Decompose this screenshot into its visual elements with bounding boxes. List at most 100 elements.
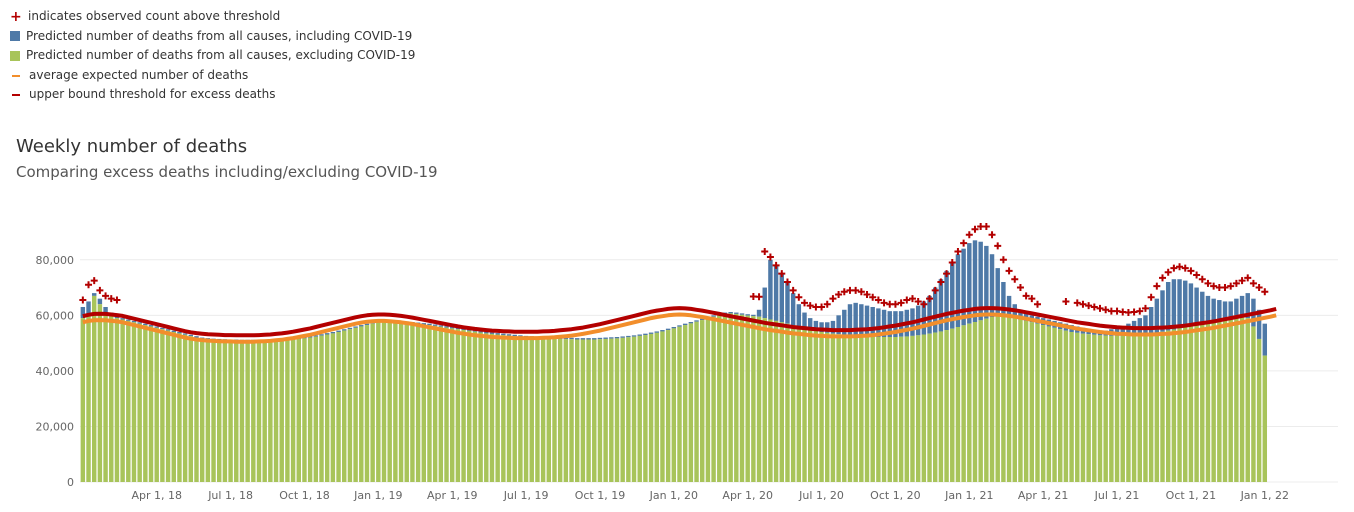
bar-including-covid [887,311,892,337]
observed-point [755,293,763,301]
bar-including-covid [1177,279,1182,329]
legend-label: Predicted number of deaths from all caus… [26,28,413,43]
bar-including-covid [1143,315,1148,335]
bar-excluding-covid [319,335,324,482]
observed-point [1181,264,1189,272]
bar-including-covid [682,323,688,326]
bar-excluding-covid [932,332,938,482]
bar-excluding-covid [342,330,347,482]
observed-point [971,225,979,233]
bar-including-covid [1188,283,1194,327]
legend-item: Predicted number of deaths from all caus… [10,46,415,66]
observed-point [1141,304,1149,312]
observed-point [926,295,934,303]
bar-excluding-covid [205,339,211,482]
observed-point [1198,275,1206,283]
bar-excluding-covid [614,338,620,482]
bar-including-covid [126,319,131,321]
bar-excluding-covid [239,341,245,482]
bar-excluding-covid [665,330,671,482]
observed-point [948,259,956,267]
bar-excluding-covid [910,335,915,482]
bar-excluding-covid [1018,319,1023,482]
bar-including-covid [512,334,517,337]
bar-excluding-covid [739,314,745,482]
bar-including-covid [671,327,677,329]
bar-including-covid [86,301,91,314]
observed-point [1261,288,1269,296]
bar-excluding-covid [1154,332,1160,482]
bar-including-covid [768,259,773,320]
bar-excluding-covid [438,326,444,482]
bar-excluding-covid [671,328,677,482]
bar-excluding-covid [1063,330,1069,482]
bar-including-covid [1160,290,1165,332]
bar-including-covid [103,307,108,313]
bar-excluding-covid [592,339,597,482]
bar-excluding-covid [853,335,858,482]
bar-including-covid [631,335,637,337]
bar-excluding-covid [324,334,330,482]
legend: + indicates observed count above threshol… [10,7,415,105]
color-swatch-icon [10,50,20,61]
observed-point [1016,284,1024,292]
bar-excluding-covid [1069,332,1074,482]
bar-including-covid [171,330,176,332]
bar-excluding-covid [86,313,91,482]
bar-excluding-covid [1160,331,1165,482]
bar-including-covid [955,254,961,327]
bar-excluding-covid [279,340,284,482]
observed-point [914,297,922,305]
bar-excluding-covid [1058,329,1063,482]
observed-point [908,295,916,303]
bar-excluding-covid [984,318,989,482]
bar-excluding-covid [1245,318,1250,482]
bar-excluding-covid [648,333,654,482]
observed-point [1221,284,1229,292]
bar-including-covid [728,312,733,314]
bar-including-covid [603,337,608,339]
bar-including-covid [1171,279,1177,330]
bar-excluding-covid [1029,322,1035,482]
observed-point [999,256,1007,264]
bar-excluding-covid [415,323,421,482]
observed-point [806,302,814,310]
observed-point [789,286,797,294]
bar-excluding-covid [535,337,540,482]
bar-excluding-covid [114,318,120,482]
bar-excluding-covid [569,339,574,482]
bar-excluding-covid [1183,327,1188,482]
bar-excluding-covid [807,329,813,482]
bar-excluding-covid [1046,326,1052,482]
bar-including-covid [336,330,341,332]
observed-point [107,295,115,303]
bar-excluding-covid [359,326,364,482]
bar-including-covid [1120,326,1125,336]
bar-including-covid [1205,295,1211,322]
bar-including-covid [745,314,750,316]
observed-point [1062,297,1070,305]
bar-excluding-covid [961,325,966,482]
x-tick-label: Jan 1, 20 [649,489,698,502]
bar-excluding-covid [1075,332,1080,482]
observed-point [869,293,877,301]
upper-threshold-line [82,306,1277,338]
bar-including-covid [773,265,779,321]
bar-excluding-covid [1109,335,1114,482]
bar-excluding-covid [506,335,512,482]
x-tick-label: Oct 1, 18 [279,489,330,502]
observed-point [113,296,121,304]
bar-excluding-covid [1222,317,1228,482]
bar-excluding-covid [711,316,716,482]
bar-including-covid [467,329,472,331]
bar-excluding-covid [148,326,154,482]
bar-including-covid [870,307,875,337]
bar-excluding-covid [950,328,955,482]
x-tick-label: Jan 1, 21 [944,489,993,502]
bar-excluding-covid [972,322,978,482]
bar-excluding-covid [1097,335,1103,482]
bar-excluding-covid [154,327,159,482]
bar-including-covid [353,326,358,328]
bar-excluding-covid [825,332,830,482]
bar-excluding-covid [938,331,944,482]
